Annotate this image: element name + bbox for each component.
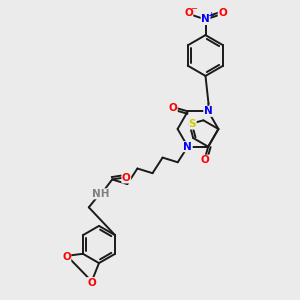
Text: O: O: [87, 278, 96, 288]
Text: O: O: [62, 252, 71, 262]
Text: O: O: [201, 155, 210, 165]
Text: O: O: [168, 103, 177, 113]
Text: N: N: [183, 142, 192, 152]
Text: O: O: [122, 173, 131, 183]
Text: −: −: [190, 4, 197, 14]
Text: O: O: [218, 8, 227, 19]
Text: S: S: [189, 119, 196, 129]
Text: O: O: [184, 8, 193, 19]
Text: N: N: [204, 106, 213, 116]
Text: NH: NH: [92, 189, 110, 199]
Text: +: +: [208, 11, 214, 20]
Text: N: N: [201, 14, 210, 25]
